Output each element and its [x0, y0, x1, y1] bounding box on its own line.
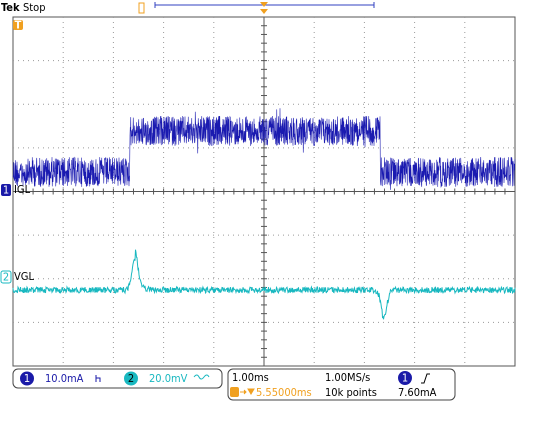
ch1-marker: 1 [3, 184, 9, 197]
sample-rate: 1.00MS/s [325, 371, 370, 384]
trigger-pos-marker [138, 2, 145, 14]
ch1-label: IGL [14, 183, 31, 196]
timebase: 1.00ms [232, 371, 269, 384]
ch1-scale: 10.0mA [45, 372, 84, 385]
vertical-panel [12, 368, 223, 389]
trigger-source-badge [398, 371, 412, 385]
ch2-scale: 20.0mV [149, 372, 188, 385]
trigger-arrow [260, 2, 268, 7]
ch1-status-badge [20, 371, 34, 386]
ch2-status-number: 2 [128, 372, 134, 385]
trigger-slope-icon [421, 373, 430, 384]
trigger-top [260, 9, 268, 14]
trigger-source: 1 [402, 372, 408, 385]
ch2-badge [0, 270, 12, 284]
trigger-level-badge [13, 20, 23, 30]
ch2-marker: 2 [3, 271, 9, 284]
brand: Tek [1, 1, 20, 14]
trigger-level: 7.60mA [398, 386, 437, 399]
traces [12, 108, 516, 320]
trigger-level-marker: T [15, 19, 22, 32]
ch2-label: VGL [14, 270, 34, 283]
trigger-pos-arrow [240, 388, 255, 395]
trigger-pos-badge [230, 387, 239, 397]
ch1-waveform [12, 108, 516, 190]
ch2-status-badge [124, 371, 138, 386]
graticule [12, 16, 516, 367]
ch1-badge [1, 184, 11, 196]
trigger-position: 5.55000ms [256, 386, 312, 399]
ch1-bw-icon [95, 375, 101, 382]
ch1-status-number: 1 [24, 372, 30, 385]
record-length: 10k points [325, 386, 377, 399]
ch2-waveform [12, 249, 516, 320]
ch2-bw-icon [193, 374, 210, 380]
acquisition-status: Stop [23, 1, 46, 14]
